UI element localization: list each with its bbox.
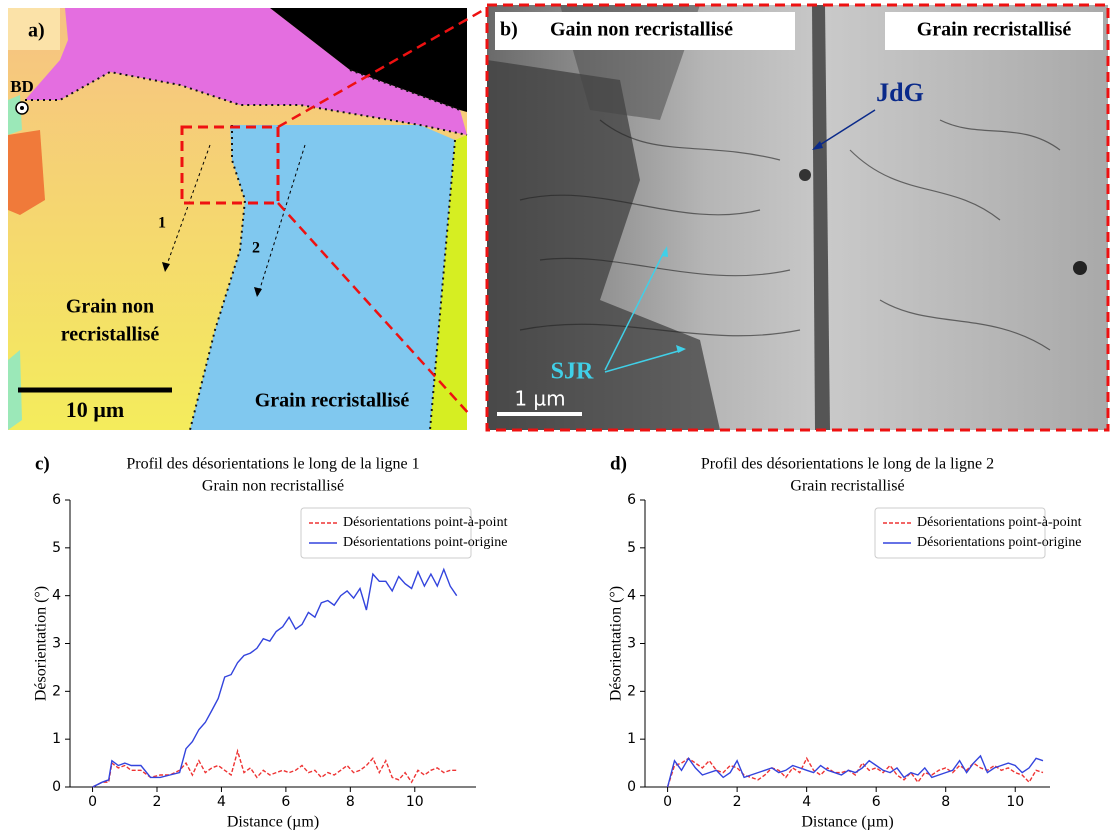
line-label: 1 (158, 215, 166, 232)
x-tick-label: 2 (153, 794, 162, 810)
x-tick-label: 10 (406, 794, 424, 810)
legend-box (874, 507, 1046, 559)
y-tick-label: 2 (627, 683, 636, 699)
subboundary-label: SJR (551, 359, 594, 385)
bd-label: BD (10, 77, 34, 96)
y-tick-label: 1 (627, 731, 636, 747)
panel-label: b) (500, 19, 518, 41)
y-tick-label: 0 (52, 779, 61, 795)
tem-image (485, 3, 1110, 432)
legend-label: Désorientations point-à-point (917, 515, 1082, 530)
panel-label: c) (35, 453, 50, 474)
y-tick-label: 4 (627, 588, 636, 604)
x-axis-label: Distance (µm) (801, 814, 893, 831)
scale-label: 1 µm (514, 387, 565, 411)
x-tick-label: 2 (733, 794, 742, 810)
boundary-label: JdG (876, 78, 924, 107)
grain-label: Grain recristallisé (255, 390, 410, 412)
legend-label: Désorientations point-origine (343, 535, 507, 550)
y-tick-label: 2 (52, 683, 61, 699)
panel-label: a) (28, 20, 45, 42)
y-tick-label: 6 (627, 492, 636, 508)
line-label: 2 (252, 240, 260, 257)
chart-title: Profil des désorientations le long de la… (701, 456, 994, 473)
series-line (92, 567, 458, 788)
y-tick-label: 6 (52, 492, 61, 508)
legend-box (300, 507, 472, 559)
x-tick-label: 0 (663, 794, 672, 810)
grain-label: Grain recristallisé (917, 19, 1072, 41)
y-axis-label: Désorientation (°) (608, 586, 625, 701)
x-tick-label: 6 (872, 794, 881, 810)
x-tick-label: 4 (217, 794, 226, 810)
chart-subtitle: Grain non recristallisé (202, 478, 344, 495)
x-tick-label: 10 (1006, 794, 1024, 810)
x-tick-label: 8 (941, 794, 950, 810)
chart-title: Profil des désorientations le long de la… (126, 456, 419, 473)
legend-label: Désorientations point-à-point (343, 515, 508, 530)
x-axis-label: Distance (µm) (227, 814, 319, 831)
y-tick-label: 5 (627, 540, 636, 556)
ebsd-map (8, 6, 488, 431)
scale-label: 10 µm (66, 397, 125, 422)
series-line (666, 756, 1044, 788)
series-line (92, 748, 457, 788)
grain-label: Grain non (66, 296, 154, 318)
y-tick-label: 3 (627, 636, 636, 652)
y-tick-label: 5 (52, 540, 61, 556)
legend-label: Désorientations point-origine (917, 535, 1081, 550)
x-tick-label: 4 (802, 794, 811, 810)
y-tick-label: 4 (52, 588, 61, 604)
y-tick-label: 1 (52, 731, 61, 747)
grain-label: Gain non recristallisé (550, 19, 733, 41)
y-tick-label: 3 (52, 636, 61, 652)
series-line (666, 754, 1044, 788)
grain-label: recristallisé (61, 324, 160, 346)
x-tick-label: 0 (88, 794, 97, 810)
x-tick-label: 8 (346, 794, 355, 810)
x-tick-label: 6 (281, 794, 290, 810)
panel-label: d) (610, 453, 627, 474)
y-tick-label: 0 (627, 779, 636, 795)
y-axis-label: Désorientation (°) (33, 586, 50, 701)
chart-subtitle: Grain recristallisé (790, 478, 904, 495)
